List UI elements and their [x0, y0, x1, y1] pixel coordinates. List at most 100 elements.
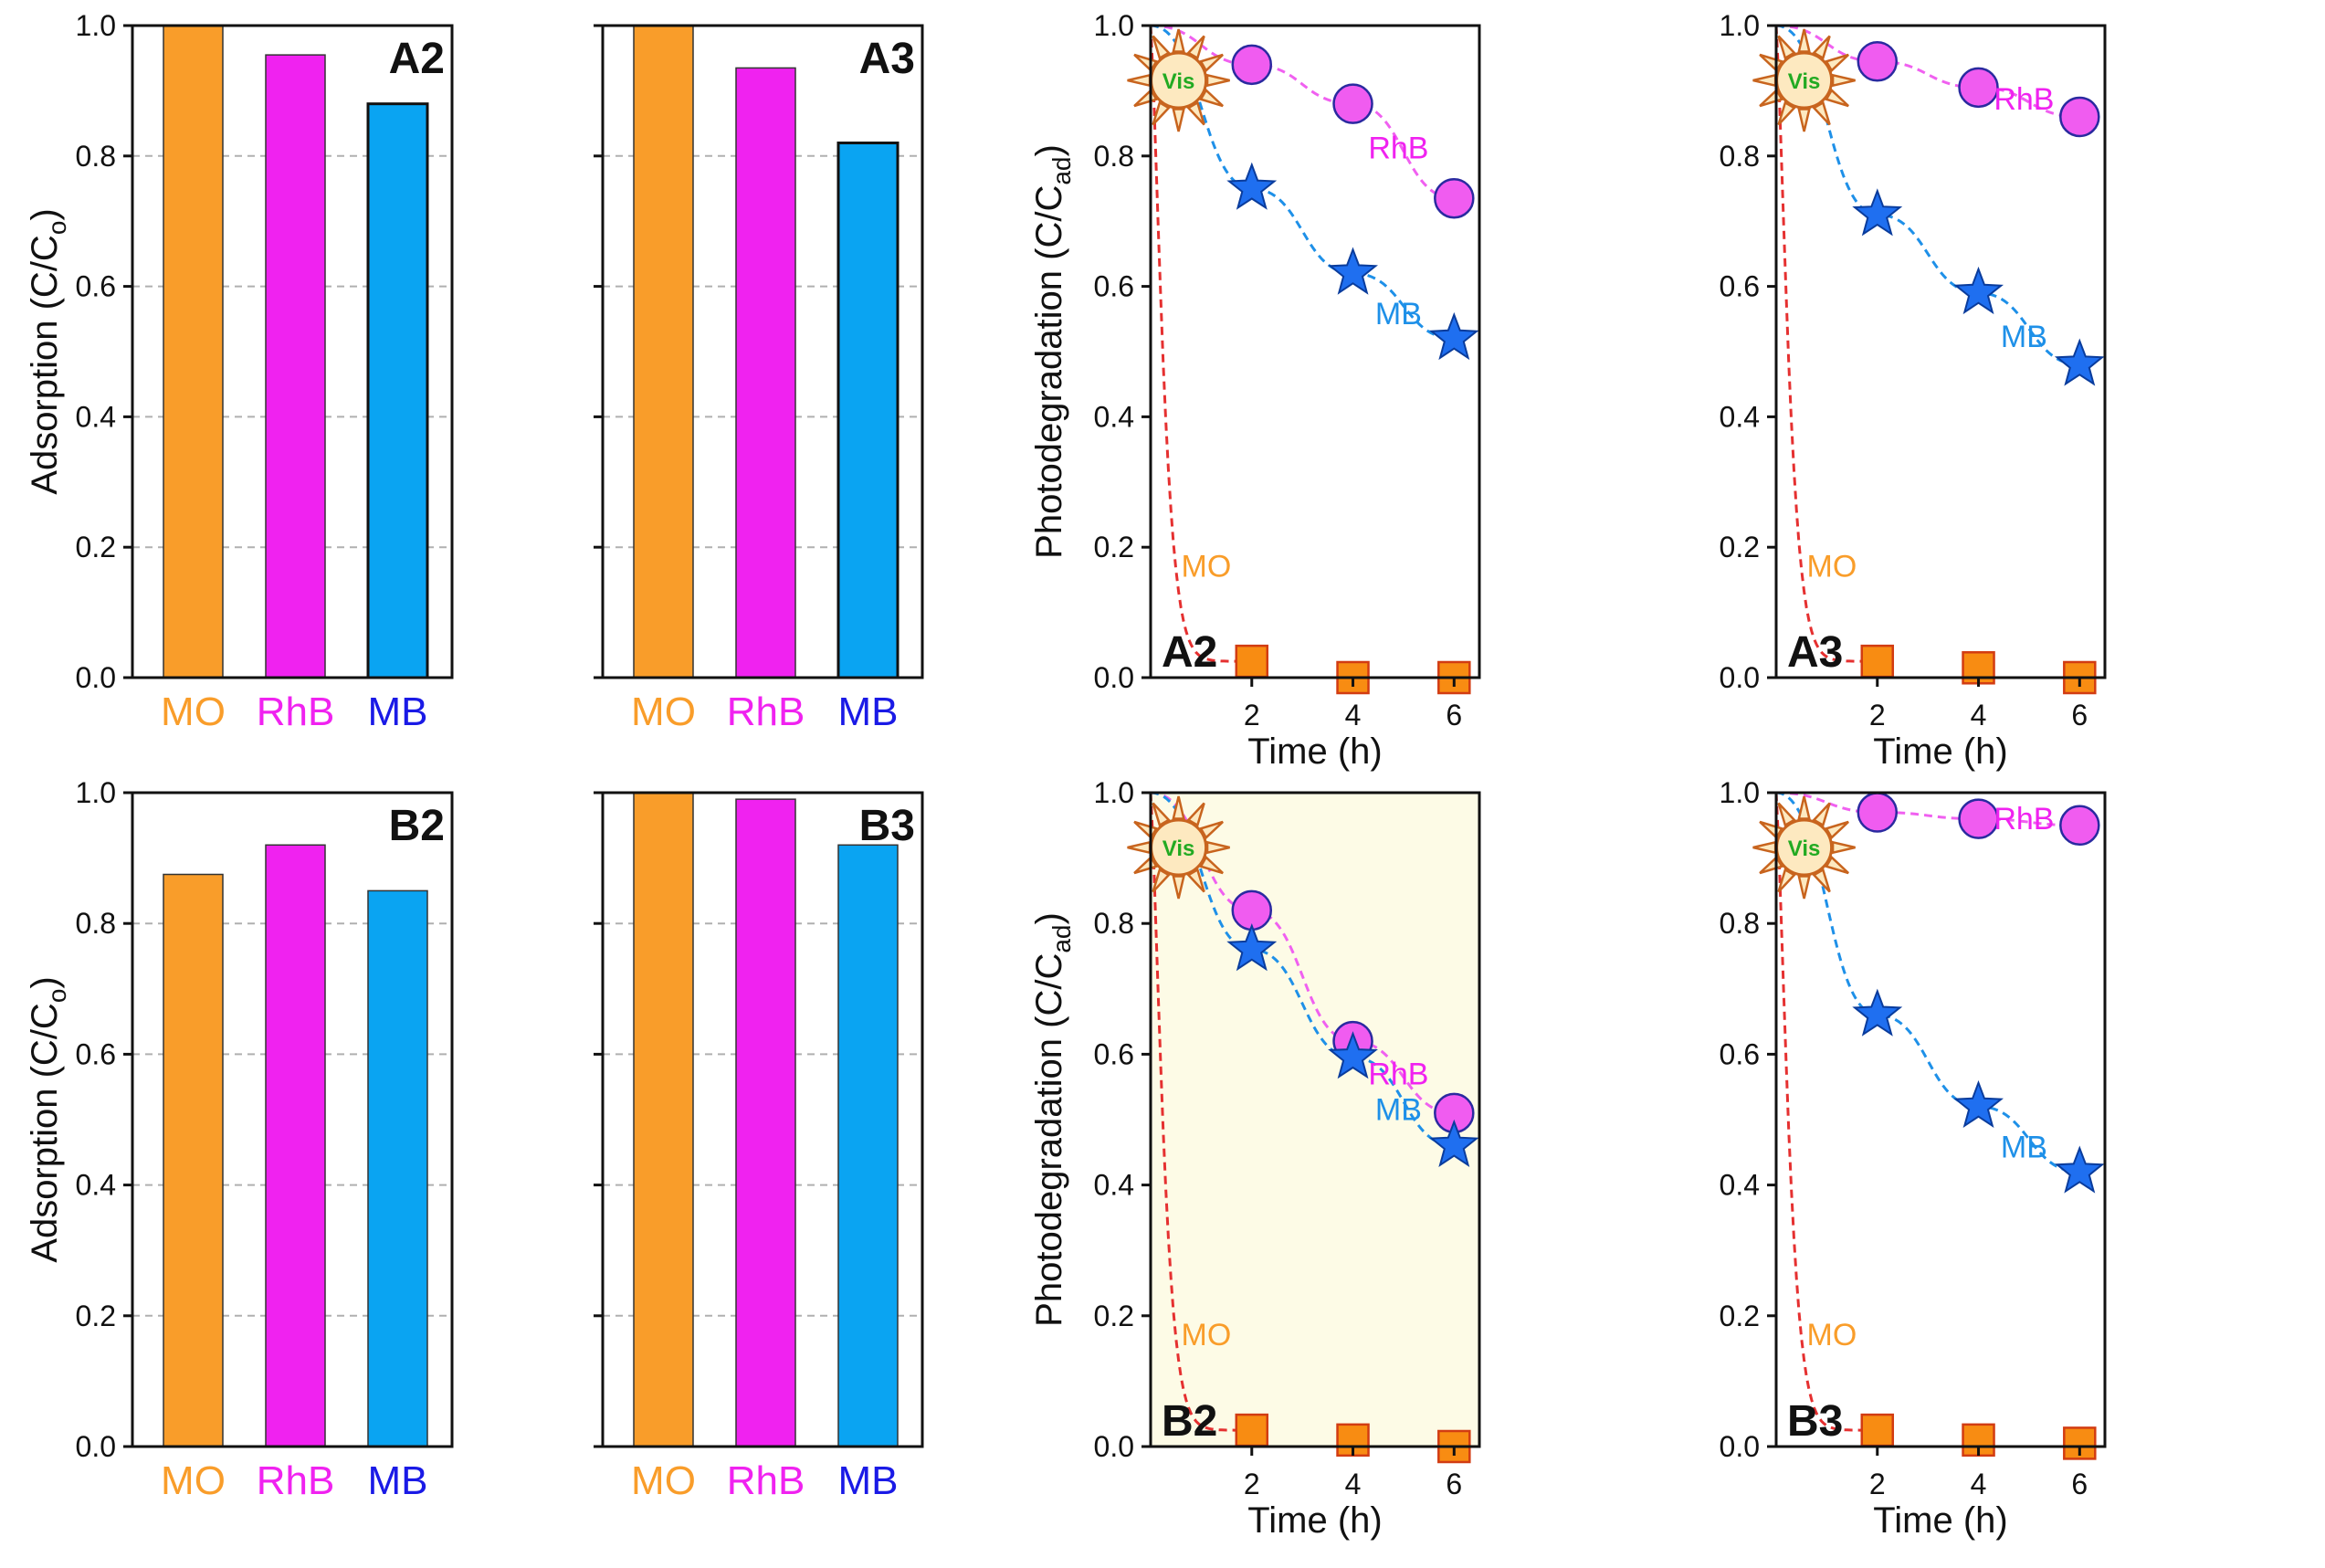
marker-MO — [1235, 1413, 1269, 1447]
series-label-MO: MO — [1182, 1318, 1232, 1352]
series-line-RhB — [1150, 791, 1455, 1115]
series-line-MO — [1774, 792, 1878, 1432]
x-tick-label: 2 — [1244, 699, 1260, 731]
panel-tag: A2 — [1162, 628, 1217, 677]
marker-MB — [1328, 247, 1378, 295]
sun-ray — [1831, 73, 1856, 88]
bar-panel-A3: MO RhB MB A3 — [594, 24, 924, 734]
sun-icon: Vis — [1127, 795, 1230, 900]
sun-icon: Vis — [1752, 795, 1856, 900]
marker-MB — [1226, 922, 1278, 972]
x-tick-label: 2 — [1869, 699, 1886, 731]
category-label-MO: MO — [161, 1458, 226, 1503]
series-label-RhB: RhB — [1994, 82, 2054, 117]
plot-frame — [131, 24, 454, 679]
bar-MB — [836, 142, 899, 679]
panel-tag: A3 — [859, 35, 915, 83]
marker-RhB — [1231, 44, 1273, 86]
bar-MO — [633, 25, 694, 679]
y-axis-title: Adsorption (C/Co) — [25, 208, 71, 494]
y-tick-label: 0.6 — [1094, 270, 1134, 303]
category-label-MO: MO — [161, 689, 226, 734]
y-tick-label: 0.6 — [1094, 1037, 1134, 1070]
marker-MB — [1226, 162, 1278, 210]
vis-label: Vis — [1162, 837, 1195, 861]
series-label-RhB: RhB — [1994, 802, 2054, 837]
category-label-RhB: RhB — [257, 1458, 335, 1503]
x-tick-label: 2 — [1869, 1468, 1886, 1500]
category-label-MB: MB — [368, 689, 428, 734]
bar-panel-B2: MO RhB MB 0.0 0.2 0.4 0.6 0.8 1.0 Adsorption (C/C… — [25, 776, 454, 1503]
marker-MB — [1953, 1079, 2004, 1128]
y-tick-label: 0.2 — [1720, 531, 1760, 563]
bar-RhB — [735, 798, 796, 1447]
bar-RhB — [265, 54, 326, 679]
y-tick-label: 0.0 — [1720, 1430, 1760, 1463]
plot-frame — [131, 791, 454, 1448]
category-label-MB: MB — [838, 1458, 899, 1503]
y-tick-label: 0.4 — [1720, 1169, 1760, 1202]
y-tick-label: 0.0 — [76, 661, 116, 694]
y-axis-title: Photodegradation (C/Cad) — [1029, 144, 1076, 559]
plot-frame — [1774, 791, 2107, 1448]
bar-MO — [163, 25, 224, 679]
y-tick-label: 0.4 — [76, 400, 116, 433]
line-panel-A2: Vis RhB MB MO 0.0 0.2 0.4 0.6 0.8 1.0 2 4 6 Time (h) P… — [1029, 9, 1481, 772]
marker-MB — [2054, 1145, 2105, 1194]
series-line-MB — [1150, 791, 1455, 1148]
series-line-MO — [1149, 792, 1252, 1432]
plot-frame — [1774, 24, 2107, 679]
y-tick-label: 0.8 — [76, 907, 116, 940]
marker-MB — [1328, 1031, 1378, 1079]
category-label-MB: MB — [838, 689, 899, 734]
x-axis-title: Time (h) — [1873, 1500, 2007, 1541]
x-tick-label: 4 — [1345, 699, 1362, 731]
sun-ray — [1205, 73, 1230, 88]
line-panel-A3: Vis RhB MB MO 0.0 0.2 0.4 0.6 0.8 1.0 2 4 6 Time (h) A… — [1720, 9, 2107, 772]
y-tick-label: 0.8 — [1720, 140, 1760, 173]
series-label-MB: MB — [1375, 1092, 1422, 1127]
series-line-MO — [1149, 25, 1252, 663]
series-label-RhB: RhB — [1368, 1057, 1428, 1091]
y-tick-label: 1.0 — [1720, 776, 1760, 809]
bar-MO — [633, 792, 694, 1447]
marker-RhB — [1434, 177, 1475, 219]
y-tick-label: 0.4 — [76, 1169, 116, 1202]
marker-RhB — [1857, 792, 1899, 833]
y-tick-label: 1.0 — [1720, 9, 1760, 42]
y-tick-label: 0.2 — [1094, 1300, 1134, 1332]
category-label-MB: MB — [368, 1458, 428, 1503]
series-line-MO — [1774, 25, 1878, 663]
plot-frame — [1149, 791, 1481, 1448]
series-label-MO: MO — [1807, 1318, 1857, 1352]
vis-label: Vis — [1162, 69, 1195, 94]
y-tick-label: 0.6 — [1720, 270, 1760, 303]
series-line-MB — [1775, 24, 2080, 366]
marker-MB — [1428, 311, 1479, 361]
category-label-RhB: RhB — [257, 689, 335, 734]
y-tick-label: 0.2 — [76, 531, 116, 563]
y-tick-label: 0.2 — [1094, 531, 1134, 563]
y-tick-label: 0.4 — [1720, 400, 1760, 433]
y-tick-label: 0.8 — [76, 140, 116, 173]
series-label-MB: MB — [2001, 1130, 2047, 1164]
sun-ray — [1797, 875, 1811, 900]
series-line-RhB — [1150, 24, 1455, 200]
y-tick-label: 0.0 — [1094, 1430, 1134, 1463]
x-axis-title: Time (h) — [1247, 1500, 1382, 1541]
marker-RhB — [1958, 67, 1999, 109]
y-tick-label: 0.6 — [1720, 1037, 1760, 1070]
x-axis-title: Time (h) — [1247, 731, 1382, 772]
y-tick-label: 0.8 — [1094, 140, 1134, 173]
series-label-MO: MO — [1807, 549, 1857, 584]
y-tick-label: 0.0 — [1720, 661, 1760, 694]
bar-MB — [837, 844, 899, 1447]
panel-tag: B2 — [389, 802, 445, 850]
sun-ray — [1797, 108, 1811, 132]
y-axis-title: Photodegradation (C/Cad) — [1029, 912, 1076, 1327]
series-label-MB: MB — [2001, 320, 2047, 354]
y-tick-label: 1.0 — [76, 776, 116, 809]
panel-tag: A2 — [389, 35, 445, 83]
sun-ray — [1752, 840, 1777, 855]
marker-MB — [2054, 338, 2105, 386]
